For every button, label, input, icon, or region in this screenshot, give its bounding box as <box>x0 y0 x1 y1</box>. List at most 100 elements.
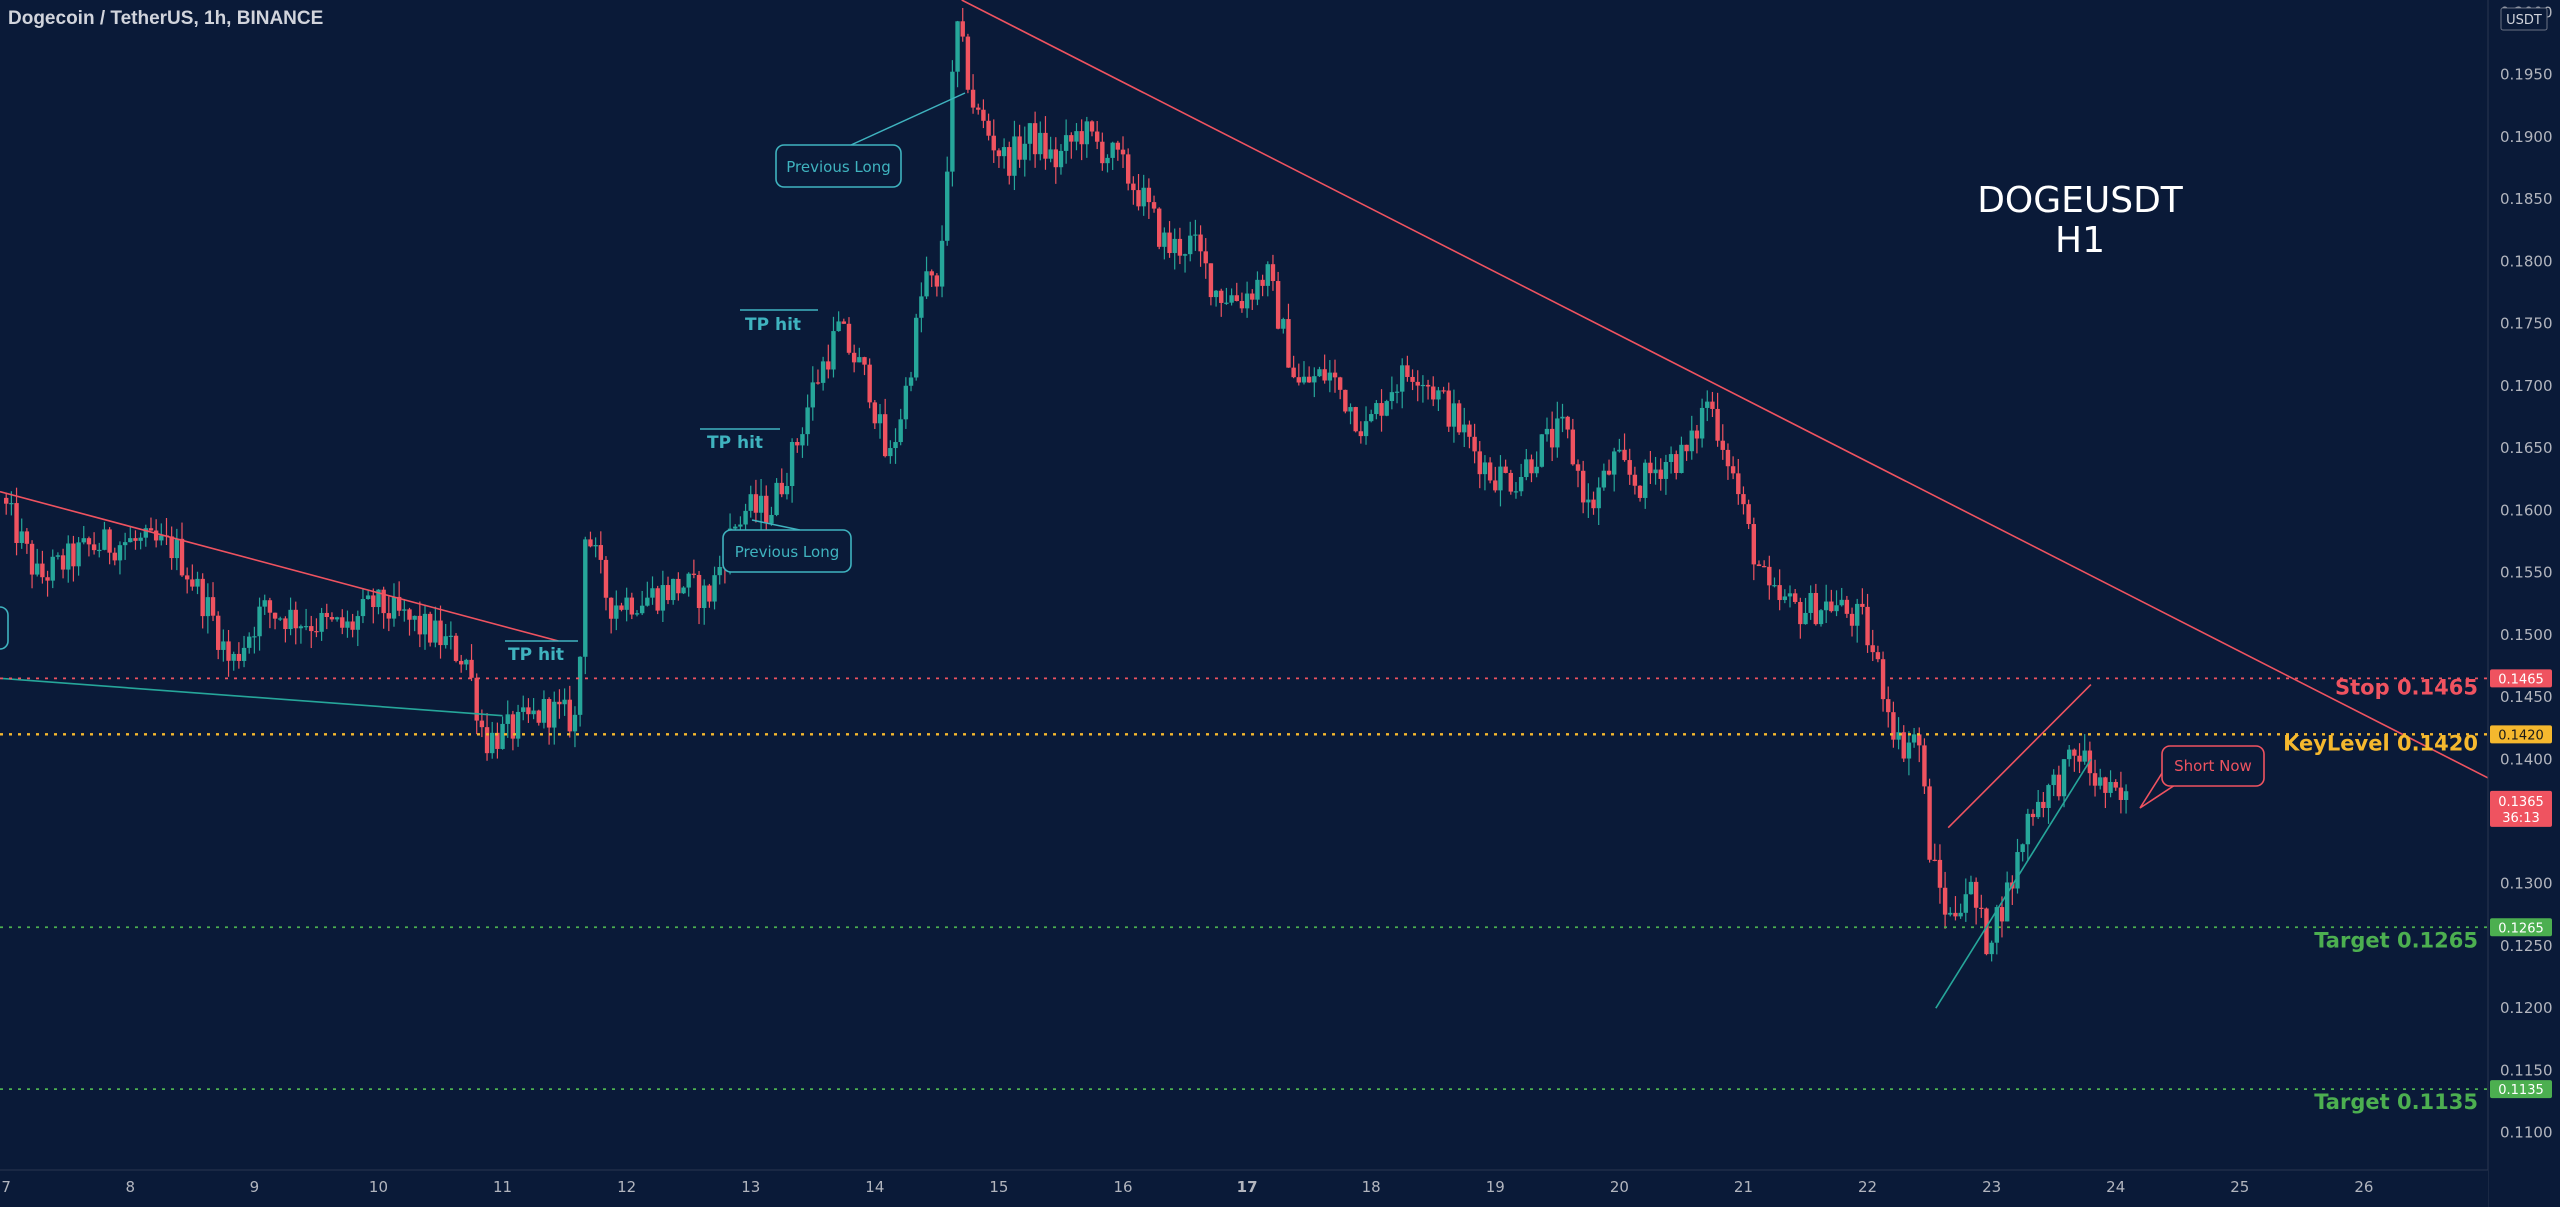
candle <box>1787 585 1793 608</box>
level-label-target2: Target 0.1135 <box>2314 1090 2478 1114</box>
candle-body <box>350 621 355 630</box>
candle-body <box>1162 232 1167 247</box>
price-tick-label: 0.1400 <box>2500 750 2553 768</box>
candle-body <box>2030 813 2036 818</box>
candle <box>1720 424 1725 460</box>
candle-body <box>314 631 319 633</box>
candle <box>236 642 242 669</box>
candle <box>29 540 35 589</box>
price-tick-label: 0.1700 <box>2500 377 2553 395</box>
candle-body <box>903 385 909 420</box>
date-tick-label: 7 <box>1 1178 11 1196</box>
candle <box>1891 701 1896 748</box>
candle-body <box>2025 813 2031 845</box>
candle-body <box>1741 494 1746 505</box>
candle-body <box>789 441 795 487</box>
candle-body <box>1343 389 1348 412</box>
candle-body <box>1844 599 1850 614</box>
candle-body <box>774 482 779 515</box>
candle-body <box>1524 459 1529 477</box>
candle <box>474 673 479 735</box>
candle <box>1637 485 1643 502</box>
candle-body <box>1503 466 1508 473</box>
candle-body <box>1353 407 1358 432</box>
candle-body <box>976 107 981 110</box>
candle-body <box>572 714 578 732</box>
candle-body <box>205 597 211 617</box>
price-badge-label-target1: 0.1265 <box>2498 921 2544 936</box>
candle <box>1503 459 1508 474</box>
candle-body <box>583 539 588 657</box>
candle-body <box>650 588 655 598</box>
candle <box>1668 446 1674 474</box>
candle <box>1312 367 1317 398</box>
candle-body <box>1327 372 1333 381</box>
candle-body <box>945 171 950 241</box>
candle <box>107 527 112 565</box>
candle-body <box>702 585 707 609</box>
candle-body <box>913 317 919 378</box>
candle <box>1260 274 1265 297</box>
candle <box>2072 748 2077 772</box>
candle-body <box>2072 749 2077 756</box>
candle-body <box>1136 190 1141 207</box>
candle <box>433 606 438 648</box>
candle <box>81 525 86 545</box>
candle-body <box>836 321 841 332</box>
candle-body <box>888 448 893 457</box>
candle <box>1291 355 1296 379</box>
candle-body <box>593 545 598 547</box>
candle <box>1725 443 1731 480</box>
candle <box>1089 120 1095 137</box>
candle <box>898 408 903 446</box>
price-tick-label: 0.1600 <box>2500 501 2553 519</box>
candle-body <box>1865 606 1870 646</box>
candle-body <box>174 538 180 559</box>
candle <box>381 586 386 629</box>
candle <box>1736 458 1741 505</box>
candle-body <box>86 538 92 545</box>
candle <box>1942 871 1948 929</box>
candle-body <box>1084 121 1090 145</box>
trendline <box>1935 758 2092 1009</box>
candle-body <box>1069 135 1074 142</box>
candle <box>179 522 185 577</box>
candle-body <box>950 71 955 172</box>
candle-body <box>417 615 423 635</box>
candle <box>1658 458 1663 491</box>
candle <box>1425 379 1431 400</box>
candle-body <box>1855 603 1860 626</box>
candle <box>1513 482 1519 499</box>
candle <box>696 571 702 625</box>
candle-body <box>526 707 531 715</box>
candle-body <box>1606 470 1612 475</box>
candle-body <box>24 531 30 544</box>
candle <box>2082 734 2087 765</box>
candle-body <box>1911 734 1917 743</box>
candle-body <box>1420 384 1426 387</box>
candle-body <box>1394 391 1400 393</box>
candle-body <box>1053 149 1058 168</box>
candle <box>469 644 474 682</box>
candle-body <box>2123 791 2129 800</box>
candle <box>1027 122 1033 161</box>
candle-body <box>1518 476 1524 492</box>
candle-body <box>1281 319 1286 329</box>
candle <box>789 438 795 503</box>
price-tick-label: 0.1800 <box>2500 252 2553 270</box>
candle <box>815 369 821 385</box>
candle-body <box>826 361 831 370</box>
candle <box>1493 466 1498 493</box>
candle <box>976 103 981 115</box>
candle <box>1332 359 1338 393</box>
candle-body <box>1674 454 1679 473</box>
candle <box>1394 384 1400 404</box>
candle <box>278 616 283 621</box>
candle-body <box>1999 907 2005 922</box>
candle <box>1322 354 1327 384</box>
candle <box>459 654 464 673</box>
candle <box>226 629 231 677</box>
candle-body <box>283 618 288 630</box>
